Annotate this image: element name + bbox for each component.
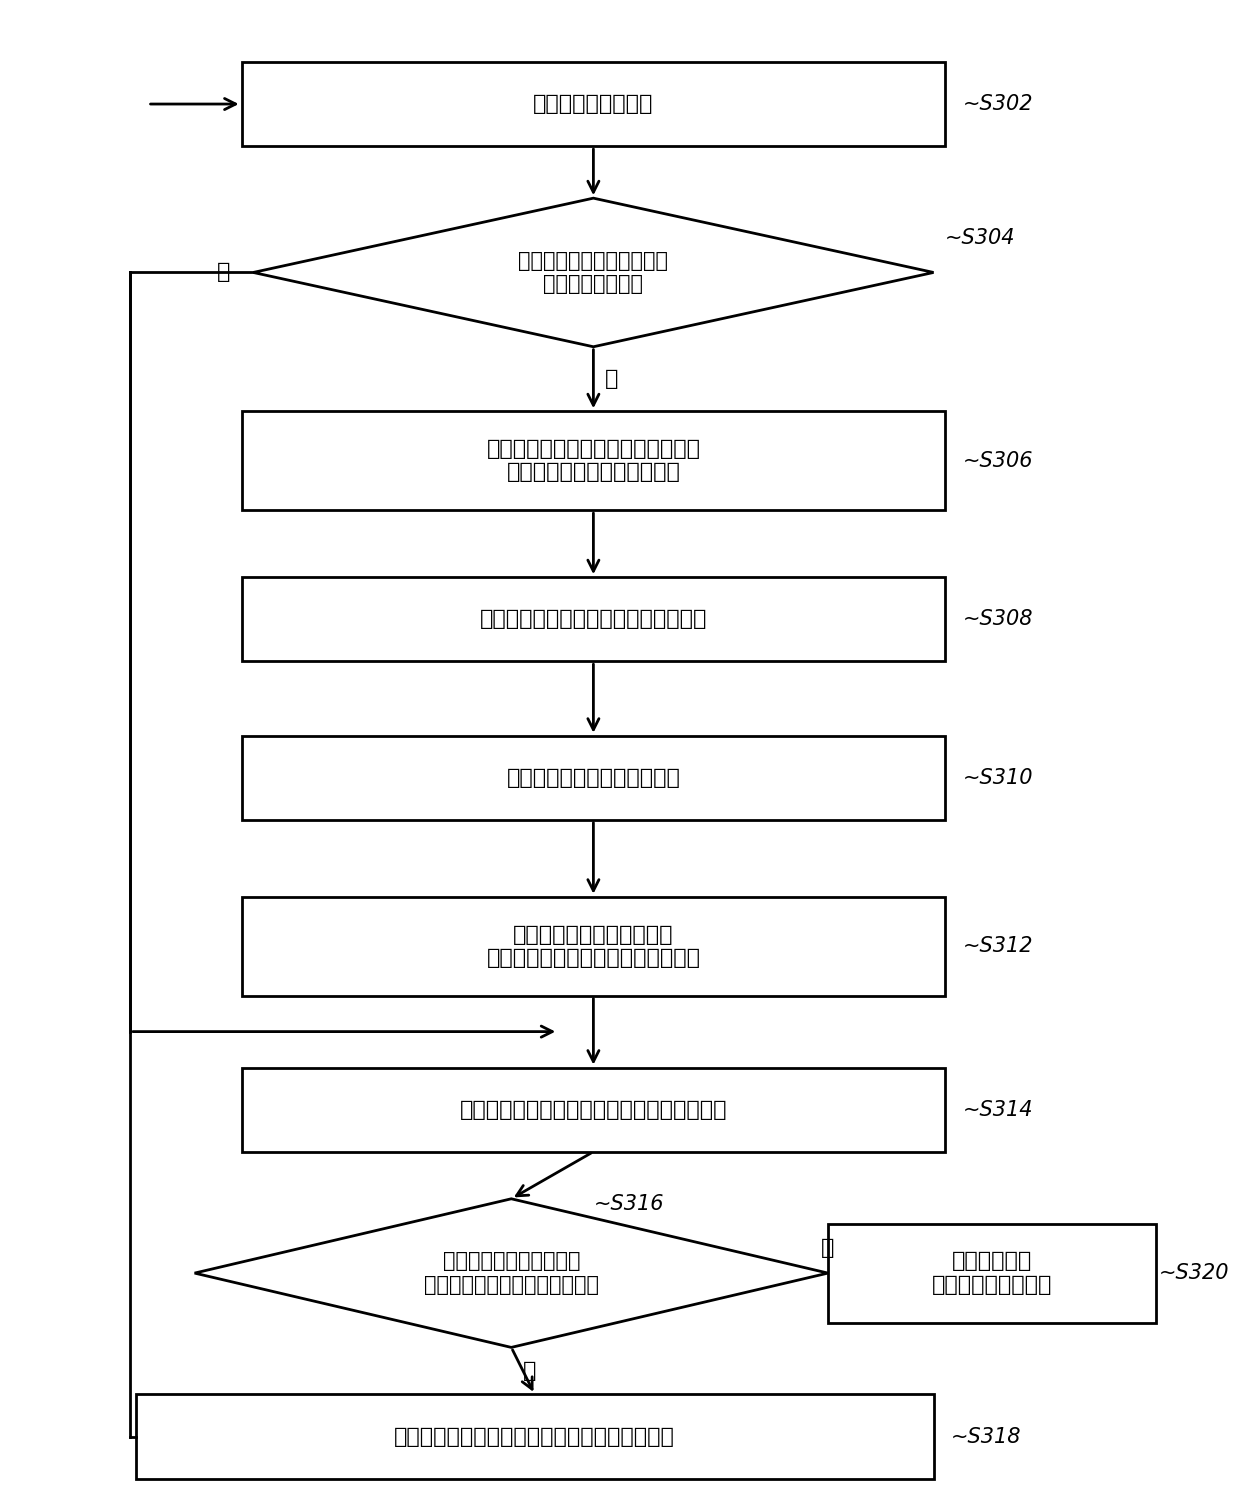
Text: 获取间室在电子风门关闭后
延时预设时长后一段时间内的温度值: 获取间室在电子风门关闭后 延时预设时长后一段时间内的温度值: [486, 924, 701, 968]
Text: ~S320: ~S320: [1158, 1263, 1229, 1284]
Bar: [242, 1068, 945, 1152]
Text: ~S302: ~S302: [963, 94, 1033, 114]
Bar: [242, 410, 945, 511]
Text: 控制电子风门执行关闭动作后重新执行打开动作: 控制电子风门执行关闭动作后重新执行打开动作: [394, 1426, 676, 1447]
Text: ~S314: ~S314: [963, 1100, 1033, 1119]
Text: ~S306: ~S306: [963, 451, 1033, 470]
Text: 驱动电子风门执行关闭开动作: 驱动电子风门执行关闭开动作: [506, 768, 681, 788]
Bar: [242, 897, 945, 996]
Text: 是: 是: [821, 1239, 835, 1258]
Text: 是: 是: [605, 369, 619, 389]
Bar: [136, 1395, 934, 1479]
Text: ~S312: ~S312: [963, 936, 1033, 956]
Text: 判断温度值是否达到预设的
电子风门关闭条件: 判断温度值是否达到预设的 电子风门关闭条件: [518, 250, 668, 294]
Text: ~S308: ~S308: [963, 610, 1033, 629]
Text: 获取用于控制电子风门关闭的控制指令: 获取用于控制电子风门关闭的控制指令: [480, 610, 707, 629]
Text: 否: 否: [217, 262, 229, 283]
Bar: [242, 61, 945, 147]
Text: 比较温度值的大小以确定间室的温度变化趋势: 比较温度值的大小以确定间室的温度变化趋势: [460, 1100, 727, 1119]
Text: ~S316: ~S316: [594, 1194, 663, 1213]
Polygon shape: [195, 1198, 828, 1347]
Text: ~S304: ~S304: [945, 228, 1016, 247]
Polygon shape: [253, 198, 934, 346]
Text: 退出电子风门
执行关闭动作的控制: 退出电子风门 执行关闭动作的控制: [932, 1251, 1053, 1294]
Text: 否: 否: [523, 1360, 537, 1381]
Bar: [828, 1224, 1157, 1323]
Text: 判断温度变化趋势是否与
关闭动作的温度调节目标相匹配: 判断温度变化趋势是否与 关闭动作的温度调节目标相匹配: [424, 1251, 599, 1294]
Bar: [242, 577, 945, 661]
Text: 向用于驱动电子风门的步进电机发送
驱动电子风门关闭的控制指令: 向用于驱动电子风门的步进电机发送 驱动电子风门关闭的控制指令: [486, 439, 701, 482]
Text: ~S318: ~S318: [951, 1426, 1022, 1447]
Text: 检测间室内的温度值: 检测间室内的温度值: [533, 94, 653, 114]
Text: ~S310: ~S310: [963, 768, 1033, 788]
Bar: [242, 736, 945, 819]
